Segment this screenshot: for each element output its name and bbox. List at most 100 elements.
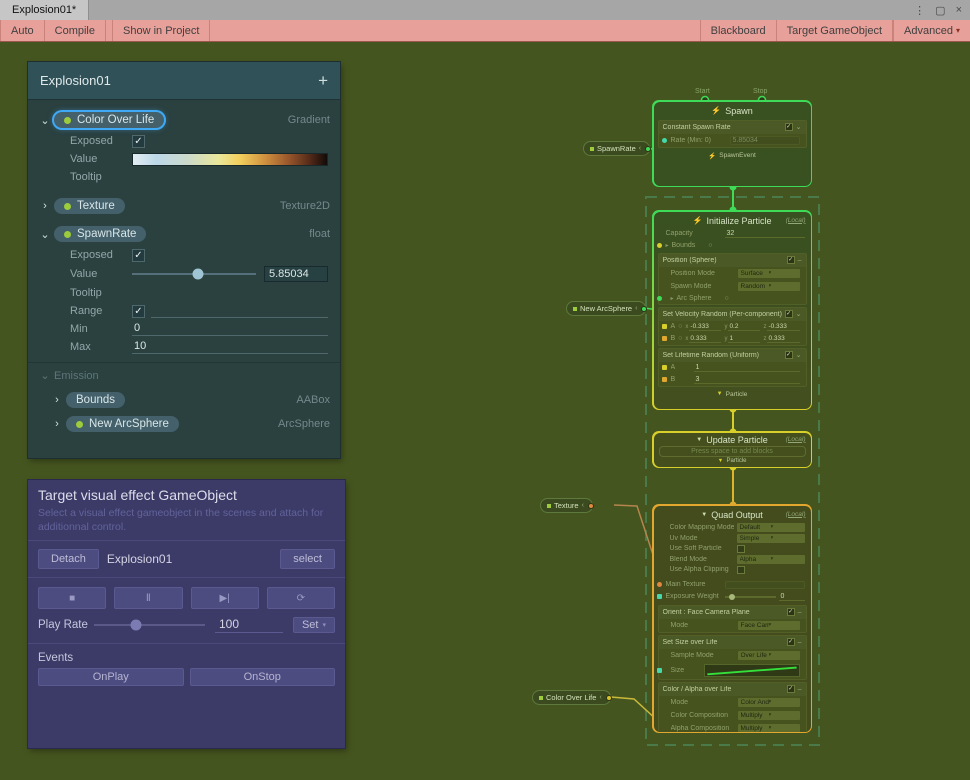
- use-alpha-clipping-checkbox[interactable]: [737, 566, 745, 574]
- rate-input-port[interactable]: [662, 138, 667, 143]
- play-rate-slider[interactable]: [94, 624, 205, 626]
- block-collapse-icon[interactable]: –: [798, 257, 802, 264]
- tooltip-field[interactable]: [132, 170, 328, 184]
- main-texture-input-port[interactable]: [657, 582, 662, 587]
- position-sphere-block[interactable]: Position (Sphere) ✓ – Position Mode Surf…: [658, 253, 807, 305]
- collapse-icon[interactable]: ‹: [582, 502, 584, 509]
- space-toggle-icon[interactable]: ○: [725, 295, 729, 302]
- chevron-down-icon[interactable]: ⌄: [36, 114, 54, 127]
- capacity-field[interactable]: 32: [725, 230, 805, 238]
- block-enabled-checkbox[interactable]: ✓: [787, 638, 795, 646]
- param-new-arcsphere[interactable]: New ArcSphere: [66, 416, 179, 432]
- block-enabled-checkbox[interactable]: ✓: [785, 351, 793, 359]
- exposed-checkbox[interactable]: ✓: [132, 135, 145, 148]
- chevron-right-icon[interactable]: ›: [36, 200, 54, 212]
- lifetime-b-field[interactable]: 3: [694, 376, 800, 384]
- tooltip-field[interactable]: [132, 286, 328, 300]
- value-slider[interactable]: [132, 273, 256, 275]
- lifetime-b-port[interactable]: [662, 377, 667, 382]
- space-label[interactable]: (Local): [786, 217, 806, 224]
- uv-mode-dropdown[interactable]: Simple▾: [737, 534, 805, 543]
- param-node-texture[interactable]: Texture ‹: [540, 498, 593, 513]
- param-texture[interactable]: Texture: [54, 198, 125, 214]
- exposed-checkbox[interactable]: ✓: [132, 249, 145, 262]
- space-label[interactable]: (Local): [786, 511, 806, 518]
- exposure-weight-field[interactable]: 0: [779, 593, 805, 601]
- block-enabled-checkbox[interactable]: ✓: [785, 123, 793, 131]
- restart-button[interactable]: ⟳: [267, 587, 335, 609]
- add-parameter-button[interactable]: +: [318, 71, 328, 91]
- velocity-a-x-field[interactable]: -0.333: [689, 323, 721, 331]
- color-alpha-over-life-block[interactable]: Color / Alpha over Life ✓ – Mode Color A…: [658, 682, 807, 732]
- velocity-a-port[interactable]: [662, 324, 667, 329]
- category-emission[interactable]: Emission: [54, 370, 99, 382]
- bounds-input-port[interactable]: [657, 243, 662, 248]
- range-checkbox[interactable]: ✓: [132, 305, 145, 318]
- detach-button[interactable]: Detach: [38, 549, 99, 569]
- quad-output-context-node[interactable]: ▼ Quad Output (Local) Color Mapping Mode…: [652, 504, 812, 733]
- block-enabled-checkbox[interactable]: ✓: [785, 310, 793, 318]
- collapse-icon[interactable]: ‹: [639, 145, 641, 152]
- block-enabled-checkbox[interactable]: ✓: [787, 608, 795, 616]
- block-enabled-checkbox[interactable]: ✓: [787, 685, 795, 693]
- param-color-over-life[interactable]: Color Over Life: [54, 112, 164, 128]
- onstop-button[interactable]: OnStop: [190, 668, 336, 686]
- block-collapse-icon[interactable]: –: [798, 686, 802, 693]
- color-mapping-mode-dropdown[interactable]: Default▾: [737, 523, 805, 532]
- set-rate-dropdown[interactable]: Set▾: [293, 617, 335, 633]
- size-input-port[interactable]: [657, 668, 662, 673]
- initialize-particle-context-node[interactable]: ⚡ Initialize Particle (Local) Capacity 3…: [652, 210, 812, 410]
- space-toggle-icon[interactable]: ○: [678, 335, 682, 342]
- blend-mode-dropdown[interactable]: Alpha▾: [737, 555, 805, 564]
- expander-icon[interactable]: ▸: [666, 242, 669, 249]
- block-collapse-icon[interactable]: –: [798, 609, 802, 616]
- chevron-right-icon[interactable]: ›: [48, 394, 66, 406]
- orient-block[interactable]: Orient : Face Camera Plane ✓ – Mode Face…: [658, 605, 807, 633]
- color-composition-dropdown[interactable]: Multiply▾: [738, 711, 800, 720]
- lifetime-a-field[interactable]: 1: [694, 364, 800, 372]
- select-button[interactable]: select: [280, 549, 335, 569]
- spawn-context-node[interactable]: ⚡Spawn Constant Spawn Rate ✓ ⌄ Rate (Min…: [652, 100, 812, 187]
- velocity-a-z-field[interactable]: -0.333: [767, 323, 799, 331]
- velocity-a-y-field[interactable]: 0.2: [728, 323, 760, 331]
- param-node-new-arcsphere[interactable]: New ArcSphere ‹: [566, 301, 646, 316]
- set-velocity-random-block[interactable]: Set Velocity Random (Per-component) ✓ ⌄ …: [658, 307, 807, 346]
- value-number-field[interactable]: 5.85034: [264, 266, 328, 282]
- param-output-port[interactable]: [606, 695, 612, 701]
- chevron-down-icon[interactable]: ⌄: [36, 228, 54, 241]
- space-toggle-icon[interactable]: ○: [708, 242, 712, 249]
- velocity-b-z-field[interactable]: 0.333: [767, 335, 799, 343]
- chevron-right-icon[interactable]: ›: [48, 418, 66, 430]
- expander-icon[interactable]: ▸: [671, 295, 674, 302]
- param-output-port[interactable]: [588, 503, 594, 509]
- play-rate-field[interactable]: 100: [215, 617, 283, 633]
- position-mode-dropdown[interactable]: Surface▾: [738, 269, 800, 278]
- exposure-weight-slider[interactable]: [725, 596, 776, 598]
- stop-button[interactable]: ■: [38, 587, 106, 609]
- spawn-mode-dropdown[interactable]: Random▾: [738, 282, 800, 291]
- min-field[interactable]: 0: [132, 322, 328, 336]
- alpha-composition-dropdown[interactable]: Multiply▾: [738, 724, 800, 732]
- edge-colordverlife-to-gradient[interactable]: [611, 697, 658, 721]
- velocity-b-port[interactable]: [662, 336, 667, 341]
- velocity-b-y-field[interactable]: 1: [728, 335, 760, 343]
- constant-spawn-rate-block[interactable]: Constant Spawn Rate ✓ ⌄ Rate (Min: 0) 5.…: [658, 120, 807, 148]
- set-size-over-life-block[interactable]: Set Size over Life ✓ – Sample Mode Over …: [658, 635, 807, 680]
- block-collapse-icon[interactable]: –: [798, 639, 802, 646]
- pause-button[interactable]: Ⅱ: [114, 587, 182, 609]
- param-spawnrate[interactable]: SpawnRate: [54, 226, 146, 242]
- param-node-color-over-life[interactable]: Color Over Life ‹: [532, 690, 611, 705]
- gradient-value-field[interactable]: [132, 153, 328, 166]
- max-field[interactable]: 10: [132, 340, 328, 354]
- arc-sphere-input-port[interactable]: [657, 296, 662, 301]
- use-soft-particle-checkbox[interactable]: [737, 545, 745, 553]
- block-enabled-checkbox[interactable]: ✓: [787, 256, 795, 264]
- space-label[interactable]: (Local): [786, 436, 806, 443]
- onplay-button[interactable]: OnPlay: [38, 668, 184, 686]
- exposure-weight-input-port[interactable]: [657, 594, 662, 599]
- collapse-icon[interactable]: ‹: [599, 694, 601, 701]
- step-button[interactable]: ▶|: [191, 587, 259, 609]
- main-texture-field[interactable]: [725, 581, 805, 589]
- space-toggle-icon[interactable]: ○: [678, 323, 682, 330]
- sample-mode-dropdown[interactable]: Over Life▾: [738, 651, 800, 660]
